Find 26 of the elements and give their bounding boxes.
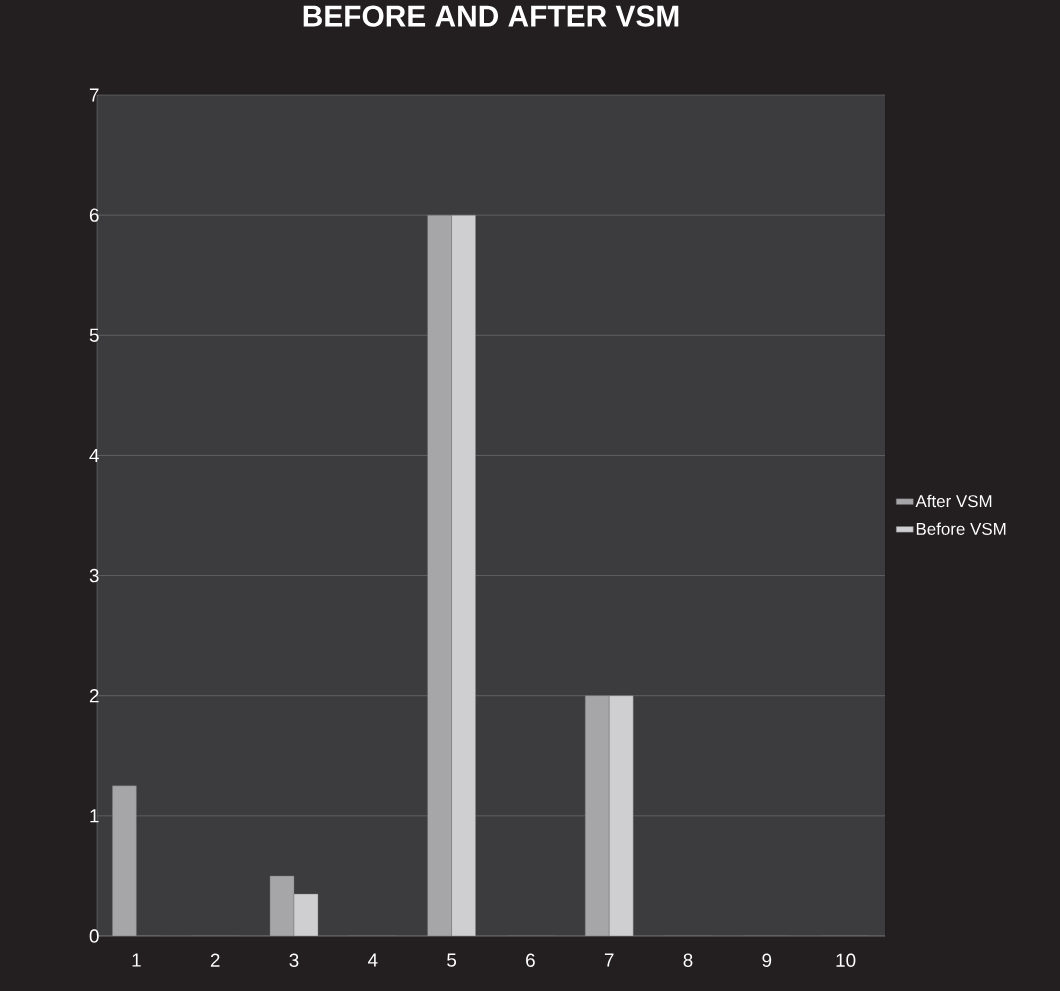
bar (112, 785, 137, 936)
legend-label: After VSM (915, 494, 992, 508)
x-tick-label: 5 (447, 953, 457, 967)
bar (609, 695, 634, 936)
x-tick-label: 10 (836, 953, 856, 967)
y-tick-label: 5 (89, 328, 99, 342)
y-tick-label: 3 (89, 568, 99, 583)
x-tick-label: 3 (289, 953, 299, 967)
x-tick-label: 9 (762, 953, 772, 967)
x-tick-label: 2 (210, 953, 220, 967)
y-tick-label: 4 (89, 448, 99, 462)
legend-label: Before VSM (916, 522, 1006, 535)
y-tick-label: 2 (89, 689, 99, 703)
x-tick-label: 4 (367, 953, 378, 967)
y-tick-label: 0 (89, 929, 99, 943)
y-tick-label: 7 (89, 88, 99, 102)
bar (585, 695, 610, 936)
y-tick-label: 6 (89, 208, 99, 222)
bar (427, 215, 452, 936)
chart-title: BEFORE AND AFTER VSM (303, 5, 679, 27)
y-tick-label: 1 (90, 809, 99, 823)
x-tick-label: 7 (604, 953, 614, 967)
x-tick-label: 1 (132, 953, 141, 967)
x-tick-label: 8 (683, 953, 693, 967)
bar (451, 215, 476, 936)
x-tick-label: 6 (526, 953, 535, 967)
